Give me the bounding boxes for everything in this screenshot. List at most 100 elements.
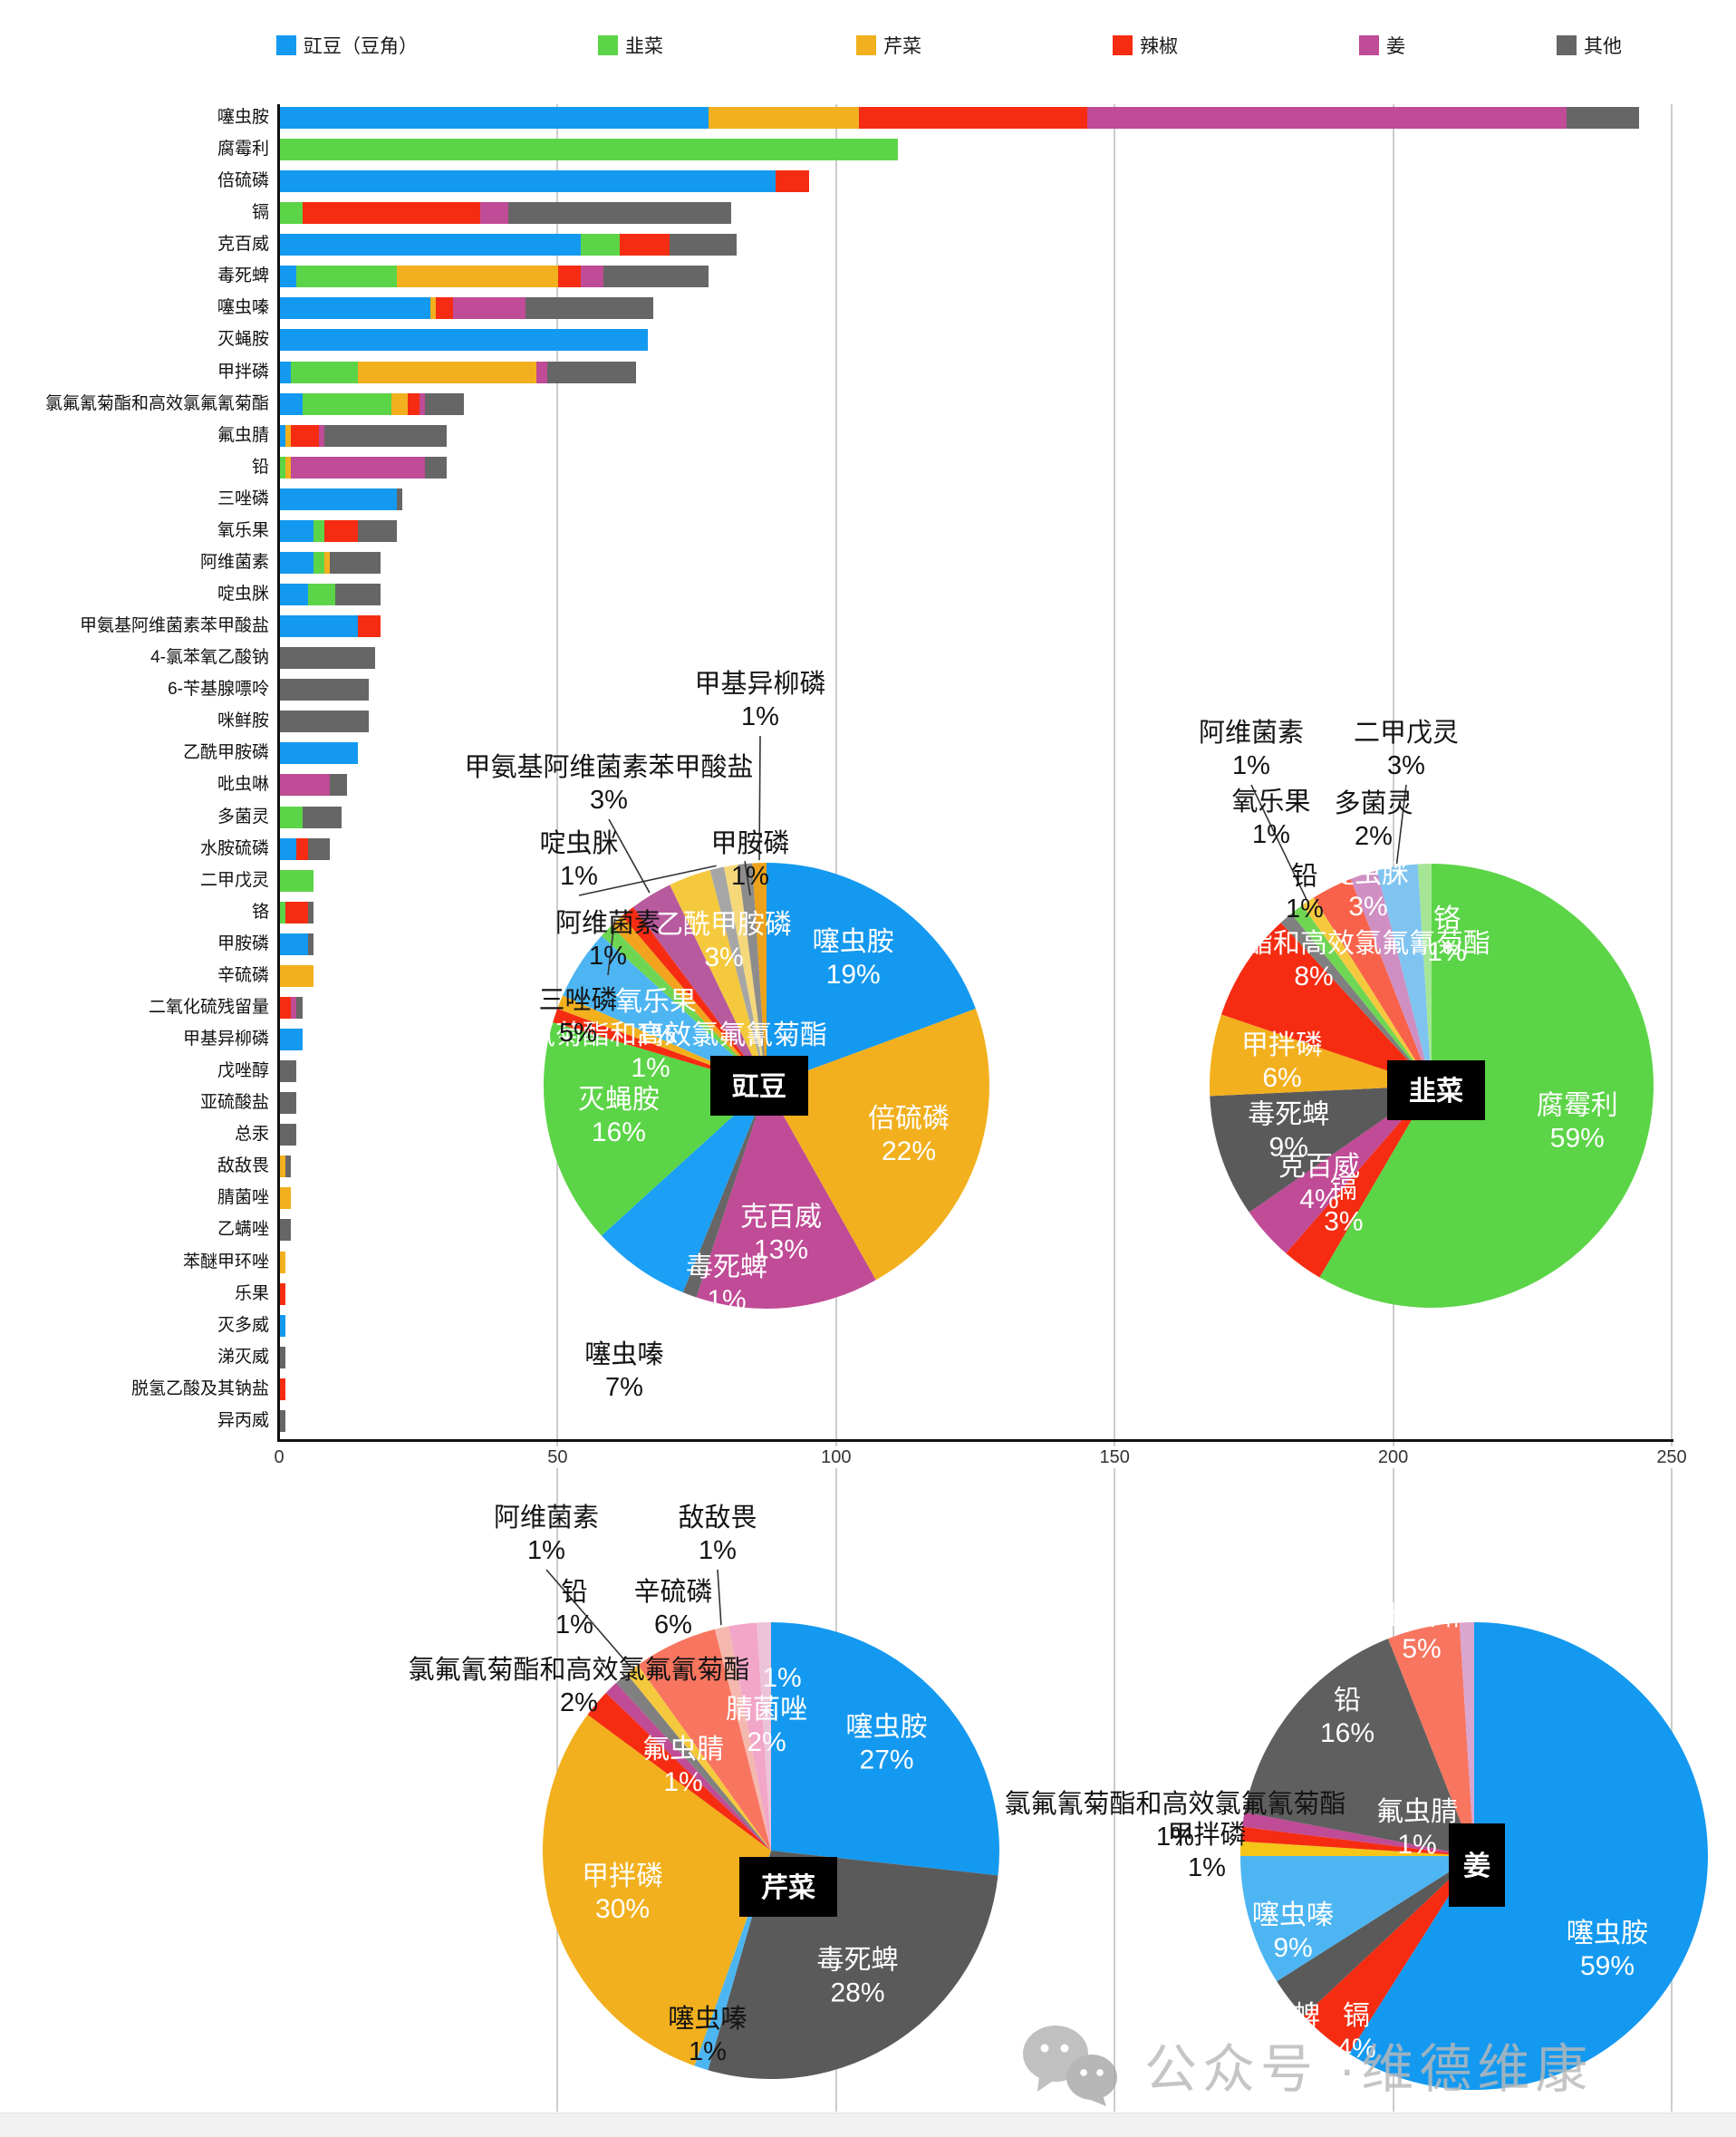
bar-segment <box>307 933 313 955</box>
bar-segment <box>291 456 425 479</box>
bar-segment <box>296 996 303 1019</box>
bar-row-label: 噻虫嗪 <box>217 298 269 318</box>
leader-line <box>607 918 616 976</box>
legend-label: 韭菜 <box>625 36 663 57</box>
bar-segment <box>358 361 536 383</box>
legend-item: 其他 <box>1557 34 1622 57</box>
bar-segment <box>302 806 342 828</box>
pie-slice <box>553 1009 767 1086</box>
pie-slice <box>1220 923 1432 1086</box>
legend-item: 姜 <box>1359 34 1405 57</box>
pie-label: 毒死蜱 9% <box>1248 1099 1329 1162</box>
bar-segment <box>419 392 425 415</box>
bar-row-label: 戊唑醇 <box>217 1061 269 1081</box>
bar-row-label: 乙螨唑 <box>217 1220 269 1240</box>
bar-row-label: 总汞 <box>234 1125 269 1145</box>
bar-segment <box>1567 107 1640 129</box>
bar-segment <box>280 361 292 383</box>
legend-swatch <box>276 35 296 55</box>
bar-row-label: 阿维菌素 <box>199 552 269 572</box>
pie-slice <box>611 915 767 1086</box>
bar-row-label: 苯醚甲环唑 <box>182 1252 269 1272</box>
pie-slice <box>771 1622 999 1876</box>
legend-item: 韭菜 <box>598 34 663 57</box>
bar-segment <box>280 170 776 193</box>
bar-segment <box>280 933 308 955</box>
watermark: 公众号 ·维德维康 <box>1019 2021 1593 2108</box>
bar-segment <box>324 519 359 542</box>
pie-slice <box>1417 864 1432 1086</box>
bar-segment <box>776 170 810 193</box>
pie-label: 铅 1% <box>1286 861 1324 923</box>
pie-slice <box>728 1622 771 1851</box>
pie-label: 铅 1% <box>555 1577 593 1639</box>
bar-segment <box>429 297 437 320</box>
bar-segment <box>280 1282 286 1305</box>
bar-segment <box>280 1156 286 1178</box>
bar-row-label: 氧乐果 <box>217 520 269 540</box>
watermark-text: 公众号 ·维德维康 <box>1144 2040 1594 2099</box>
bar-segment <box>436 297 453 320</box>
legend-swatch <box>1557 35 1577 55</box>
bar-segment <box>280 139 899 161</box>
bar-segment <box>280 456 286 479</box>
bar-segment <box>280 297 430 320</box>
pie-label: 腐霉利 59% <box>1537 1091 1618 1154</box>
pie-label: 氧乐果 1% <box>615 987 697 1049</box>
bar-row-label: 二氧化硫残留量 <box>148 997 269 1017</box>
bar-segment <box>280 1187 292 1210</box>
bar-row-label: 铅 <box>251 457 269 477</box>
bar-segment <box>358 615 381 638</box>
pie-slice <box>694 1851 771 2071</box>
bar-segment <box>324 424 448 447</box>
pie-label: 克百威 13% <box>740 1203 822 1265</box>
x-tick-label: 250 <box>1653 1446 1691 1468</box>
pie-label: 噻虫胺 59% <box>1567 1919 1648 1981</box>
bar-segment <box>280 488 398 510</box>
pie-label: 氯氟氰菊酯和高效氯氟氰菊酯 8% <box>1137 929 1490 991</box>
bar-row-label: 4-氯苯氧乙酸钠 <box>150 648 269 668</box>
bar-row-label: 咪鲜胺 <box>217 711 269 731</box>
bar-row-label: 水胺硫磷 <box>199 838 269 858</box>
bar-segment <box>603 266 709 288</box>
pie-title-box <box>1449 1823 1505 1907</box>
bar-segment <box>307 837 331 860</box>
bar-segment <box>580 234 621 256</box>
pie-slice <box>1240 1841 1474 1856</box>
bar-segment <box>280 647 375 670</box>
x-axis-line <box>277 1439 1673 1442</box>
bar-row-label: 亚硫酸盐 <box>199 1093 269 1113</box>
pie-label: 氯氟氰菊酯和高效氯氟氰菊酯 1% <box>1004 1789 1345 1852</box>
x-tick-label: 200 <box>1374 1446 1413 1468</box>
pie-slice <box>1302 897 1432 1086</box>
bar-row-label: 毒死蜱 <box>217 266 269 286</box>
bar-segment <box>280 1251 286 1273</box>
bar-segment <box>280 1124 297 1146</box>
bar-segment <box>285 901 308 923</box>
gridline <box>1392 104 1394 2112</box>
bar-segment <box>280 584 308 606</box>
bar-row-label: 涕灭威 <box>217 1347 269 1367</box>
pie-label: 噻虫胺 19% <box>813 927 894 990</box>
pie-title: 豇豆 <box>732 1072 786 1102</box>
bar-segment <box>547 361 637 383</box>
bar-segment <box>280 107 709 129</box>
pie-slice <box>1240 1826 1474 1856</box>
bar-row-label: 镉 <box>251 203 269 223</box>
bar-segment <box>302 392 391 415</box>
bar-segment <box>1087 107 1567 129</box>
bar-segment <box>280 837 297 860</box>
pie-label: 克百威 4% <box>1278 1152 1360 1214</box>
bar-segment <box>280 1029 303 1051</box>
bar-row-label: 氯氟氰菊酯和高效氯氟氰菊酯 <box>44 393 269 413</box>
pie-label: 噻虫嗪 7% <box>584 1339 663 1402</box>
pie-slice <box>1348 1622 1708 2090</box>
bar-segment <box>280 1060 297 1083</box>
pie-label: 阿维菌素 1% <box>494 1503 599 1565</box>
pie-slice <box>682 1086 767 1298</box>
leader-line <box>744 861 751 896</box>
bar-segment <box>859 107 1088 129</box>
bar-segment <box>324 551 331 574</box>
bar-segment <box>508 202 731 225</box>
